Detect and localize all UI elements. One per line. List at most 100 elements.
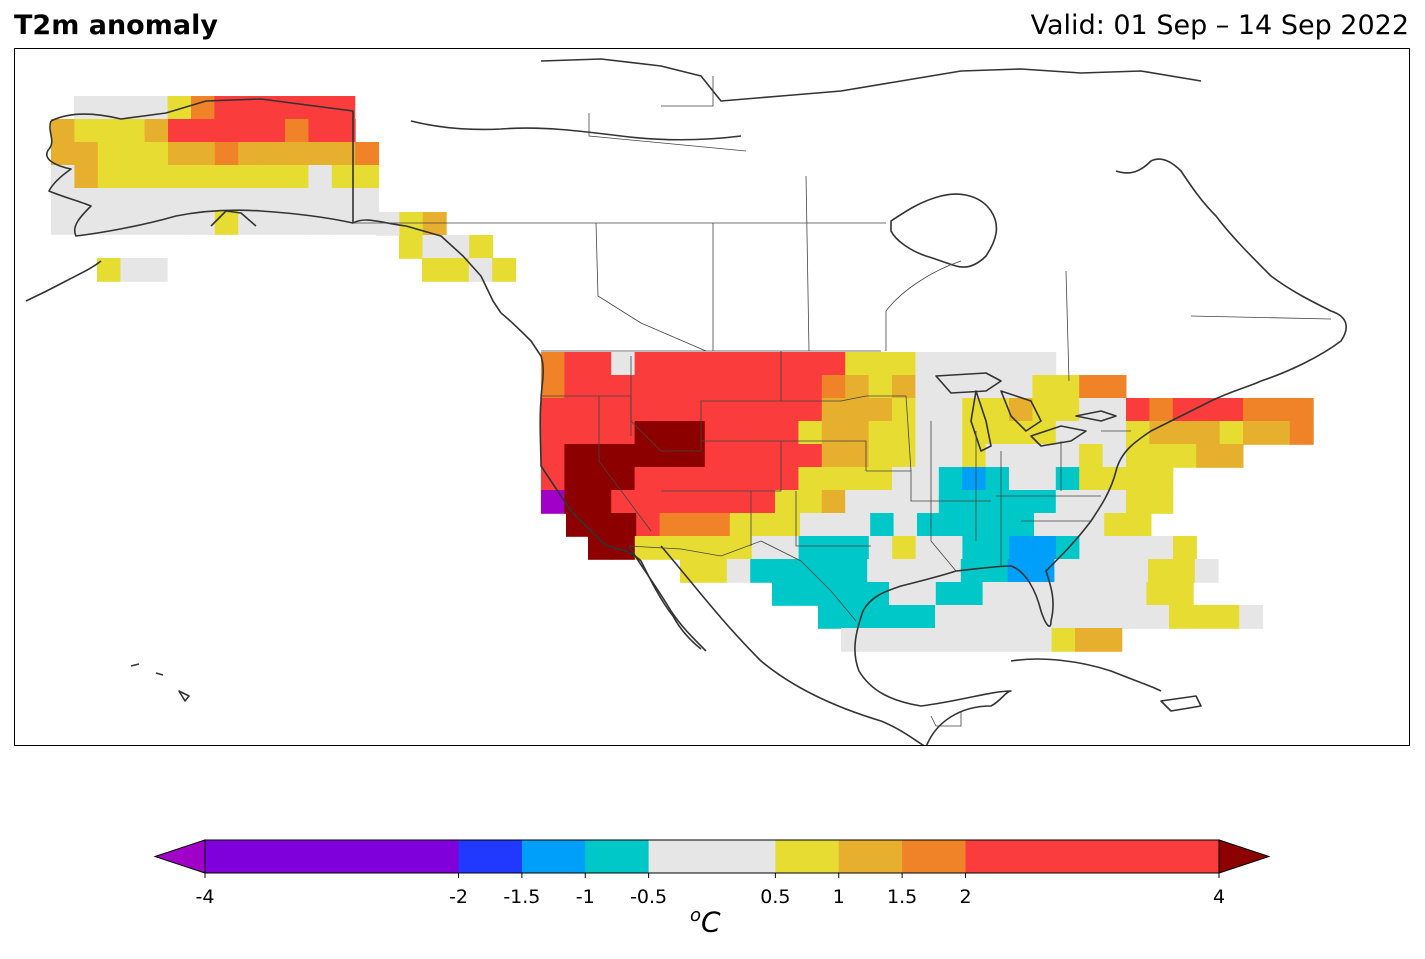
anomaly-cell <box>634 352 659 376</box>
anomaly-cell <box>144 211 169 235</box>
anomaly-cell <box>750 559 775 583</box>
anomaly-cell <box>822 536 846 560</box>
anomaly-cell <box>445 258 470 282</box>
anomaly-cell <box>1009 444 1033 468</box>
colorbar-bin <box>965 840 1220 873</box>
colorbar-tick-label: 2 <box>959 886 971 908</box>
anomaly-map <box>25 58 1347 745</box>
anomaly-cell <box>1192 605 1217 629</box>
anomaly-cell <box>890 559 915 583</box>
anomaly-cell <box>868 444 893 468</box>
anomaly-cell <box>261 142 286 166</box>
anomaly-cell <box>399 212 424 236</box>
anomaly-cell <box>1032 375 1057 399</box>
anomaly-cell <box>892 490 916 514</box>
anomaly-cell <box>121 211 146 235</box>
anomaly-cell <box>97 211 122 235</box>
anomaly-cell <box>1172 398 1197 422</box>
anomaly-cell <box>97 119 122 143</box>
anomaly-cell <box>214 165 239 189</box>
anomaly-cell <box>751 398 776 422</box>
anomaly-cell <box>1126 398 1150 422</box>
anomaly-cell <box>728 398 753 422</box>
anomaly-cell <box>214 188 239 212</box>
anomaly-cell <box>541 375 565 399</box>
anomaly-cell <box>168 119 192 143</box>
anomaly-cell <box>962 490 987 514</box>
anomaly-cell <box>1126 536 1151 560</box>
anomaly-cell <box>987 513 1012 537</box>
anomaly-cell <box>841 628 865 652</box>
anomaly-cell <box>1032 352 1057 376</box>
anomaly-cell <box>870 513 895 537</box>
anomaly-cell <box>1004 628 1029 652</box>
anomaly-cell <box>97 258 121 282</box>
anomaly-cell <box>1239 605 1264 629</box>
anomaly-cell <box>1126 467 1150 491</box>
anomaly-cell <box>751 536 776 560</box>
anomaly-cell <box>1055 375 1080 399</box>
anomaly-cell <box>845 421 870 445</box>
anomaly-cell <box>1149 398 1174 422</box>
anomaly-cell <box>587 490 612 514</box>
anomaly-cell <box>1169 605 1193 629</box>
colorbar-unit-label: oC <box>690 905 721 939</box>
anomaly-cell <box>937 559 962 583</box>
anomaly-cell <box>985 398 1010 422</box>
anomaly-cell <box>285 211 309 235</box>
anomaly-cell <box>798 375 823 399</box>
anomaly-cell <box>1079 398 1104 422</box>
anomaly-cell <box>915 467 940 491</box>
anomaly-cell <box>842 582 867 606</box>
anomaly-cell <box>958 628 982 652</box>
anomaly-cell <box>939 536 963 560</box>
colorbar-under-arrow <box>153 839 206 874</box>
anomaly-cell <box>776 513 801 537</box>
anomaly-cell <box>238 211 263 235</box>
anomaly-cell <box>1146 582 1171 606</box>
anomaly-cell <box>938 444 963 468</box>
anomaly-cell <box>934 628 959 652</box>
anomaly-cell <box>775 398 799 422</box>
anomaly-cell <box>191 165 216 189</box>
anomaly-cell <box>681 490 706 514</box>
anomaly-cell <box>818 605 842 629</box>
anomaly-cell <box>1055 444 1080 468</box>
anomaly-cell <box>1079 444 1104 468</box>
anomaly-cell <box>800 513 824 537</box>
anomaly-cell <box>1215 605 1240 629</box>
anomaly-cell <box>820 559 845 583</box>
anomaly-cell <box>798 467 823 491</box>
anomaly-cell <box>938 467 963 491</box>
anomaly-cell <box>97 96 122 120</box>
anomaly-cell <box>959 582 984 606</box>
anomaly-cell <box>285 188 309 212</box>
anomaly-cell <box>845 490 870 514</box>
anomaly-cell <box>962 536 987 560</box>
anomaly-cell <box>962 352 987 376</box>
anomaly-cell <box>798 352 823 376</box>
anomaly-cell <box>1009 375 1033 399</box>
anomaly-cell <box>144 188 169 212</box>
anomaly-cell <box>681 352 706 376</box>
anomaly-cell <box>541 467 565 491</box>
anomaly-cell <box>1009 421 1033 445</box>
anomaly-cell <box>728 421 753 445</box>
anomaly-cell <box>912 582 937 606</box>
anomaly-cell <box>982 582 1007 606</box>
anomaly-cell <box>798 536 823 560</box>
anomaly-cell <box>120 96 145 120</box>
anomaly-cell <box>704 467 729 491</box>
anomaly-cell <box>984 559 1009 583</box>
anomaly-cells <box>51 96 1314 652</box>
anomaly-cell <box>587 375 612 399</box>
anomaly-cell <box>962 375 987 399</box>
anomaly-cell <box>680 559 704 583</box>
anomaly-cell <box>121 142 146 166</box>
anomaly-cell <box>728 375 753 399</box>
anomaly-cell <box>587 352 612 376</box>
anomaly-cell <box>634 467 659 491</box>
anomaly-cell <box>703 559 728 583</box>
anomaly-cell <box>888 605 913 629</box>
anomaly-cell <box>611 398 636 422</box>
